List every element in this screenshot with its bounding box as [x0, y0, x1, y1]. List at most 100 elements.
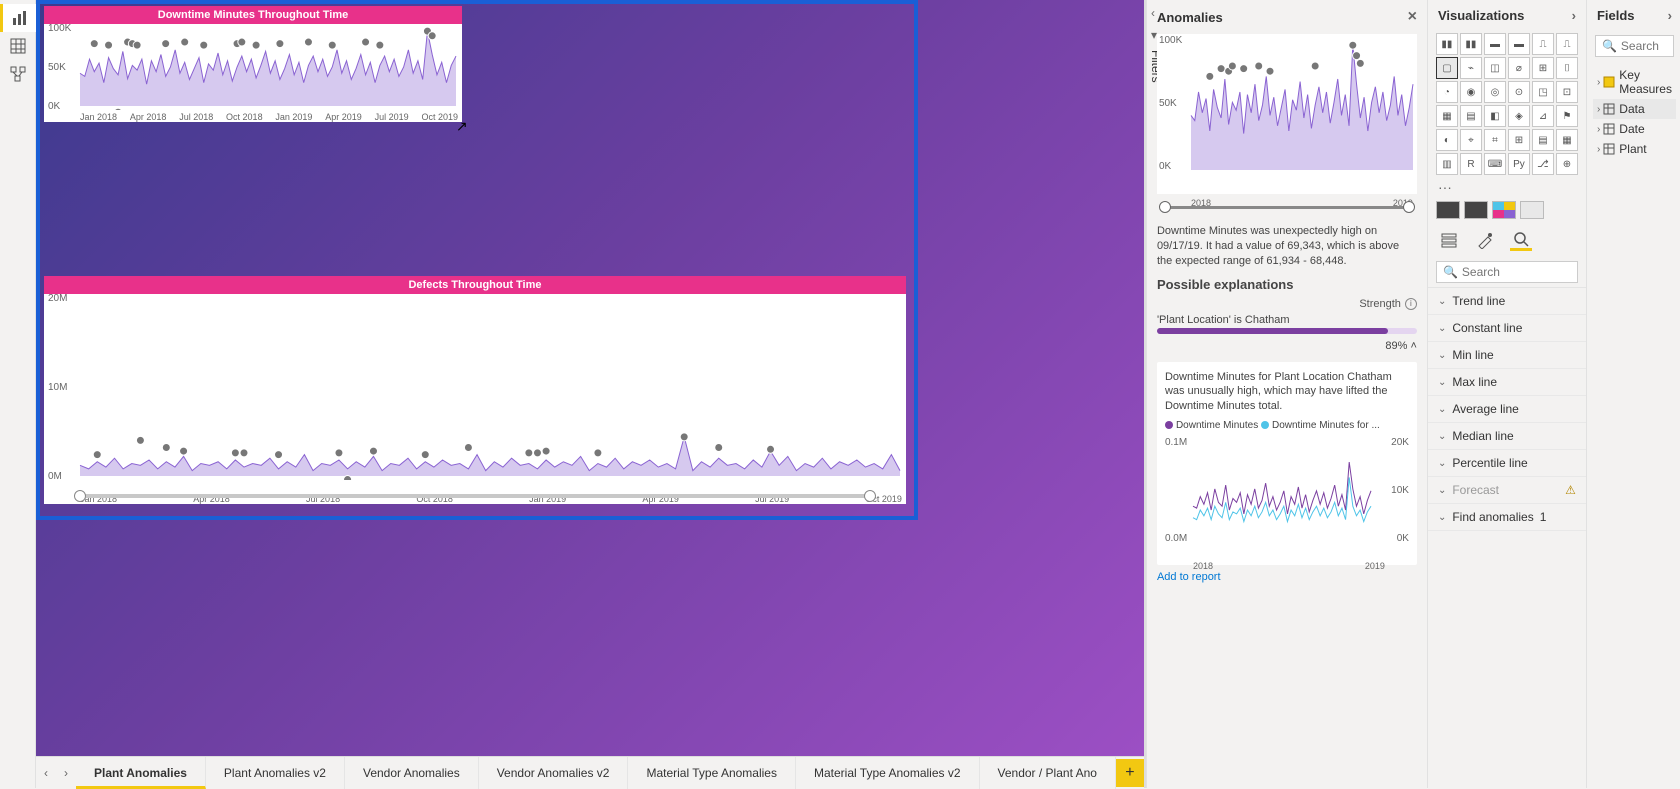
explanation-label: 'Plant Location' is Chatham	[1157, 314, 1417, 326]
page-tab-1[interactable]: Plant Anomalies v2	[206, 757, 345, 789]
viz-type-28[interactable]: ▤	[1532, 129, 1554, 151]
viz-type-8[interactable]: ◫	[1484, 57, 1506, 79]
collapse-viz-icon[interactable]: ›	[1572, 8, 1576, 23]
viz-type-21[interactable]: ◈	[1508, 105, 1530, 127]
viz-more-icon[interactable]: ···	[1428, 177, 1586, 197]
viz-type-26[interactable]: ⌗	[1484, 129, 1506, 151]
analytics-average-line[interactable]: ⌄Average line	[1428, 396, 1586, 423]
collapse-explanation-icon[interactable]: ˄	[1411, 340, 1417, 352]
model-view-icon[interactable]	[0, 60, 36, 88]
analytics-search-input[interactable]	[1462, 265, 1571, 279]
well-secondary[interactable]	[1464, 201, 1488, 219]
analytics-search[interactable]: 🔍	[1436, 261, 1578, 283]
viz-type-34[interactable]: ⎇	[1532, 153, 1554, 175]
cursor-icon: ↖	[456, 118, 468, 135]
viz-type-16[interactable]: ◳	[1532, 81, 1554, 103]
viz-type-9[interactable]: ⌀	[1508, 57, 1530, 79]
well-drill[interactable]	[1492, 201, 1516, 219]
page-tab-6[interactable]: Vendor / Plant Ano	[980, 757, 1116, 789]
viz-type-30[interactable]: ▥	[1436, 153, 1458, 175]
fields-search-input[interactable]	[1621, 39, 1667, 53]
viz-type-11[interactable]: ⌷	[1556, 57, 1578, 79]
viz-type-35[interactable]: ⊕	[1556, 153, 1578, 175]
viz-type-14[interactable]: ◎	[1484, 81, 1506, 103]
slider-thumb-left[interactable]	[74, 490, 86, 502]
viz-type-13[interactable]: ◉	[1460, 81, 1482, 103]
analytics-max-line[interactable]: ⌄Max line	[1428, 369, 1586, 396]
expand-filters-icon[interactable]: ‹	[1151, 6, 1155, 20]
format-tools-row	[1428, 223, 1586, 257]
format-tab-icon[interactable]	[1474, 229, 1496, 251]
page-tab-5[interactable]: Material Type Anomalies v2	[796, 757, 980, 789]
analytics-percentile-line[interactable]: ⌄Percentile line	[1428, 450, 1586, 477]
viz-type-20[interactable]: ◧	[1484, 105, 1506, 127]
field-table-key-measures[interactable]: ›Key Measures	[1593, 65, 1676, 99]
viz-type-4[interactable]: ⎍	[1532, 33, 1554, 55]
slider-thumb-right[interactable]	[1403, 201, 1415, 213]
downtime-chart[interactable]: Downtime Minutes Throughout Time100K50K0…	[44, 6, 462, 122]
viz-type-18[interactable]: ▦	[1436, 105, 1458, 127]
page-tab-0[interactable]: Plant Anomalies	[76, 757, 206, 789]
analytics-min-line[interactable]: ⌄Min line	[1428, 342, 1586, 369]
well-values[interactable]	[1436, 201, 1460, 219]
strength-info-icon[interactable]: i	[1405, 298, 1417, 310]
field-table-data[interactable]: ›Data	[1593, 99, 1676, 119]
page-tab-3[interactable]: Vendor Anomalies v2	[479, 757, 629, 789]
viz-type-25[interactable]: ⌖	[1460, 129, 1482, 151]
collapse-fields-icon[interactable]: ›	[1668, 8, 1672, 23]
add-page-button[interactable]: +	[1116, 759, 1144, 787]
anomalies-time-slider[interactable]	[1157, 198, 1417, 218]
anomaly-summary-text: Downtime Minutes was unexpectedly high o…	[1157, 224, 1417, 269]
viz-type-2[interactable]: ▬	[1484, 33, 1506, 55]
viz-type-29[interactable]: ▦	[1556, 129, 1578, 151]
viz-type-24[interactable]: ◐	[1436, 129, 1458, 151]
tab-next-icon[interactable]: ›	[56, 766, 76, 780]
fields-tab-icon[interactable]	[1438, 229, 1460, 251]
filters-pane-collapsed[interactable]: ‹ ▾ Filters	[1144, 0, 1146, 788]
viz-type-23[interactable]: ⚑	[1556, 105, 1578, 127]
fields-title: Fields	[1597, 8, 1635, 23]
viz-type-5[interactable]: ⎍	[1556, 33, 1578, 55]
data-view-icon[interactable]	[0, 32, 36, 60]
viz-type-6[interactable]: ▢	[1436, 57, 1458, 79]
analytics-median-line[interactable]: ⌄Median line	[1428, 423, 1586, 450]
viz-type-32[interactable]: ⌨	[1484, 153, 1506, 175]
viz-type-33[interactable]: Py	[1508, 153, 1530, 175]
add-to-report-link[interactable]: Add to report	[1157, 571, 1221, 583]
report-view-icon[interactable]	[0, 4, 36, 32]
close-anomalies-icon[interactable]: ×	[1408, 8, 1417, 26]
analytics-trend-line[interactable]: ⌄Trend line	[1428, 288, 1586, 315]
viz-type-12[interactable]: ◔	[1436, 81, 1458, 103]
anomalies-mini-chart[interactable]: 100K50K0K20182019	[1157, 34, 1417, 194]
defects-chart-range-slider[interactable]	[60, 484, 890, 500]
viz-type-27[interactable]: ⊞	[1508, 129, 1530, 151]
field-table-plant[interactable]: ›Plant	[1593, 139, 1676, 159]
explanation-chart[interactable]: 0.1M0.0M20K10K0K20182019	[1165, 437, 1409, 557]
analytics-find-anomalies[interactable]: ⌄Find anomalies1	[1428, 504, 1586, 531]
explanation-legend: Downtime Minutes Downtime Minutes for ..…	[1165, 420, 1409, 431]
viz-type-15[interactable]: ⊙	[1508, 81, 1530, 103]
viz-type-22[interactable]: ⊿	[1532, 105, 1554, 127]
defects-chart[interactable]: Defects Throughout Time20M10M0MJan 2018A…	[44, 276, 906, 504]
analytics-tab-icon[interactable]	[1510, 229, 1532, 251]
viz-type-31[interactable]: R	[1460, 153, 1482, 175]
tab-prev-icon[interactable]: ‹	[36, 766, 56, 780]
fields-search[interactable]: 🔍	[1595, 35, 1674, 57]
viz-type-19[interactable]: ▤	[1460, 105, 1482, 127]
field-table-date[interactable]: ›Date	[1593, 119, 1676, 139]
slider-thumb-right[interactable]	[864, 490, 876, 502]
viz-type-10[interactable]: ⊞	[1532, 57, 1554, 79]
viz-type-3[interactable]: ▬	[1508, 33, 1530, 55]
viz-type-1[interactable]: ▮▮	[1460, 33, 1482, 55]
slider-thumb-left[interactable]	[1159, 201, 1171, 213]
page-tab-2[interactable]: Vendor Anomalies	[345, 757, 479, 789]
viz-type-0[interactable]: ▮▮	[1436, 33, 1458, 55]
well-tooltip[interactable]	[1520, 201, 1544, 219]
viz-type-7[interactable]: ⌁	[1460, 57, 1482, 79]
page-tab-4[interactable]: Material Type Anomalies	[628, 757, 796, 789]
view-switcher-rail	[0, 0, 36, 788]
report-canvas[interactable]: Downtime Minutes Throughout Time100K50K0…	[36, 0, 1144, 756]
analytics-constant-line[interactable]: ⌄Constant line	[1428, 315, 1586, 342]
viz-type-17[interactable]: ⊡	[1556, 81, 1578, 103]
fields-list: ›Key Measures›Data›Date›Plant	[1587, 61, 1680, 163]
